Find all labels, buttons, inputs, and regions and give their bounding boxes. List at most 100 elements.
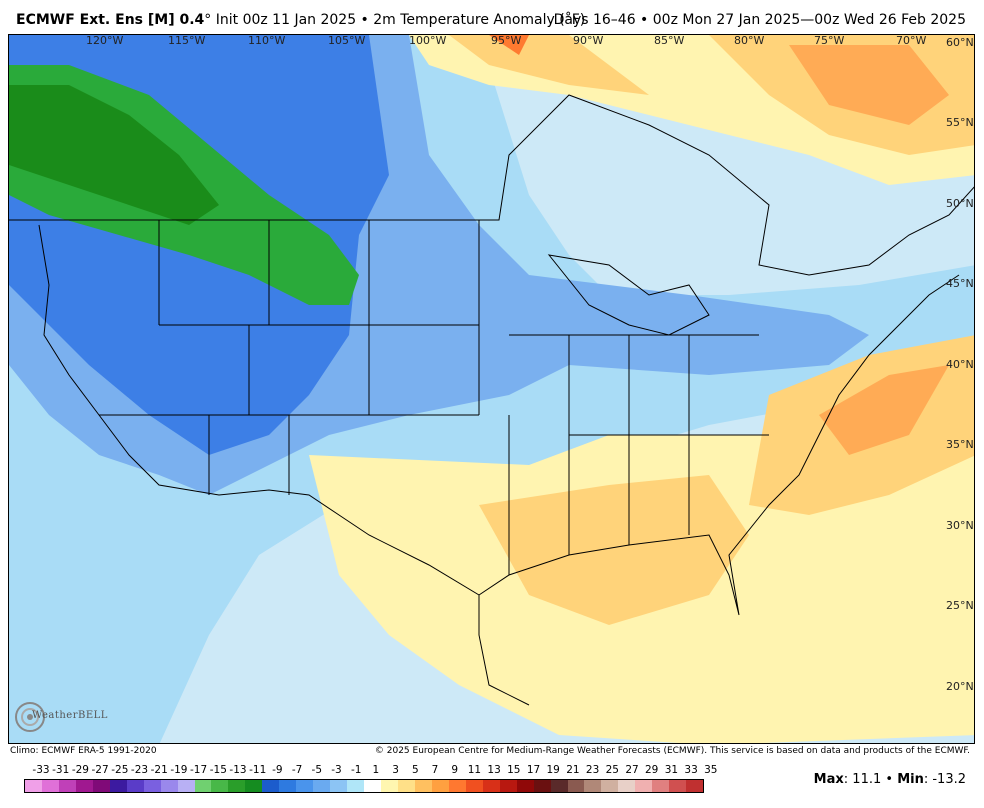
west-coast-mexico xyxy=(38,224,530,706)
logo-swirl-icon xyxy=(15,702,45,732)
lon-label: 75°W xyxy=(814,34,845,47)
warm-core-atlantic xyxy=(819,365,949,455)
legend-tick-label: -19 xyxy=(170,764,188,776)
min-value: -13.2 xyxy=(932,772,966,787)
lat-label: 55°N xyxy=(946,116,974,129)
legend-tick-label: 31 xyxy=(664,764,679,776)
legend-swatch xyxy=(228,780,246,792)
legend-tick-label: -5 xyxy=(311,764,323,776)
lat-label: 45°N xyxy=(946,277,974,290)
lat-label: 25°N xyxy=(946,599,974,612)
lat-label: 60°N xyxy=(946,36,974,49)
legend-tick-label: 11 xyxy=(467,764,482,776)
logo-text: WeatherBELL xyxy=(32,710,108,721)
legend-tick-label: -25 xyxy=(111,764,129,776)
legend-swatch xyxy=(347,780,365,792)
legend-swatch xyxy=(92,780,110,792)
lat-label: 20°N xyxy=(946,680,974,693)
warm-core-gulf xyxy=(479,475,749,625)
legend-swatch xyxy=(211,780,229,792)
legend-swatch xyxy=(109,780,127,792)
canada-border xyxy=(9,94,974,276)
model-name: ECMWF Ext. Ens [M] 0.4 xyxy=(16,12,205,28)
lon-label: 105°W xyxy=(328,34,366,47)
state-lines xyxy=(99,220,769,575)
legend-swatch xyxy=(669,780,687,792)
legend-swatch xyxy=(194,780,212,792)
legend-swatch xyxy=(499,780,517,792)
legend-swatch xyxy=(330,780,348,792)
legend-tick-label: -15 xyxy=(209,764,227,776)
lon-label: 115°W xyxy=(168,34,206,47)
legend-tick-label: -3 xyxy=(331,764,342,776)
map-panel[interactable] xyxy=(8,34,975,744)
lon-label: 85°W xyxy=(654,34,685,47)
legend-tick-label: 29 xyxy=(645,764,659,776)
legend-swatch xyxy=(364,780,382,792)
legend-tick-label: -17 xyxy=(190,764,208,776)
legend-tick-label: 13 xyxy=(487,764,501,776)
legend-swatch xyxy=(75,780,93,792)
borders xyxy=(9,94,974,706)
legend-tick-label: 9 xyxy=(451,764,459,776)
warm-core-northeast xyxy=(789,45,949,125)
legend-tick-label: 35 xyxy=(704,764,718,776)
legend-tick-label: -11 xyxy=(249,764,267,776)
legend-tick-label: -33 xyxy=(32,764,50,776)
legend-swatch xyxy=(618,780,636,792)
legend-tick-label: 15 xyxy=(507,764,521,776)
lon-label: 120°W xyxy=(86,34,124,47)
legend-swatch xyxy=(143,780,161,792)
legend-tick-label: 17 xyxy=(526,764,541,776)
legend-swatch xyxy=(482,780,500,792)
legend-swatch xyxy=(414,780,432,792)
legend-tick-label: -7 xyxy=(291,764,303,776)
extreme-cold-region xyxy=(9,85,219,225)
legend-tick-label: 19 xyxy=(546,764,560,776)
climo-credit: Climo: ECMWF ERA-5 1991-2020 xyxy=(10,746,157,756)
weatherbell-logo[interactable]: WeatherBELL xyxy=(14,698,107,736)
legend-swatch xyxy=(601,780,619,792)
lon-label: 110°W xyxy=(248,34,286,47)
lat-label: 30°N xyxy=(946,519,974,532)
legend-swatch xyxy=(296,780,314,792)
legend-tick-label: -21 xyxy=(150,764,168,776)
legend-swatch xyxy=(448,780,466,792)
legend-swatch xyxy=(245,780,263,792)
legend-tick-label: 23 xyxy=(585,764,600,776)
stat-separator: • xyxy=(881,772,898,787)
legend-swatch xyxy=(313,780,331,792)
legend-tick-label: -31 xyxy=(52,764,70,776)
legend-swatch xyxy=(550,780,568,792)
legend-tick-label: 33 xyxy=(684,764,698,776)
legend-swatch xyxy=(686,780,704,792)
legend-tick-label: -9 xyxy=(272,764,283,776)
legend-swatch xyxy=(177,780,195,792)
valid-period: Days 16–46 • 00z Mon 27 Jan 2025—00z Wed… xyxy=(553,12,966,28)
legend-swatch xyxy=(465,780,483,792)
title-details: ° Init 00z 11 Jan 2025 • 2m Temperature … xyxy=(204,12,586,28)
legend-tick-label: -29 xyxy=(71,764,89,776)
legend-tick-label: -1 xyxy=(350,764,362,776)
legend-swatch xyxy=(652,780,670,792)
warm-core-north xyxy=(449,35,649,95)
map-title: ECMWF Ext. Ens [M] 0.4° Init 00z 11 Jan … xyxy=(16,12,585,28)
lat-label: 40°N xyxy=(946,358,974,371)
legend-tick-label: -27 xyxy=(91,764,109,776)
great-lakes xyxy=(547,254,710,336)
legend-swatch xyxy=(397,780,415,792)
lon-label: 80°W xyxy=(734,34,765,47)
legend-swatch xyxy=(516,780,534,792)
legend-swatch xyxy=(25,780,42,792)
legend-swatch xyxy=(381,780,398,792)
lon-label: 95°W xyxy=(491,34,522,47)
legend-swatch xyxy=(41,780,59,792)
copyright-notice: © 2025 European Centre for Medium-Range … xyxy=(374,746,970,756)
legend-swatch xyxy=(262,780,280,792)
legend-swatch xyxy=(126,780,144,792)
max-label: Max xyxy=(813,772,844,787)
legend-tick-label: 5 xyxy=(411,764,419,776)
legend-swatch xyxy=(58,780,76,792)
lat-label: 35°N xyxy=(946,438,974,451)
lon-label: 70°W xyxy=(896,34,927,47)
